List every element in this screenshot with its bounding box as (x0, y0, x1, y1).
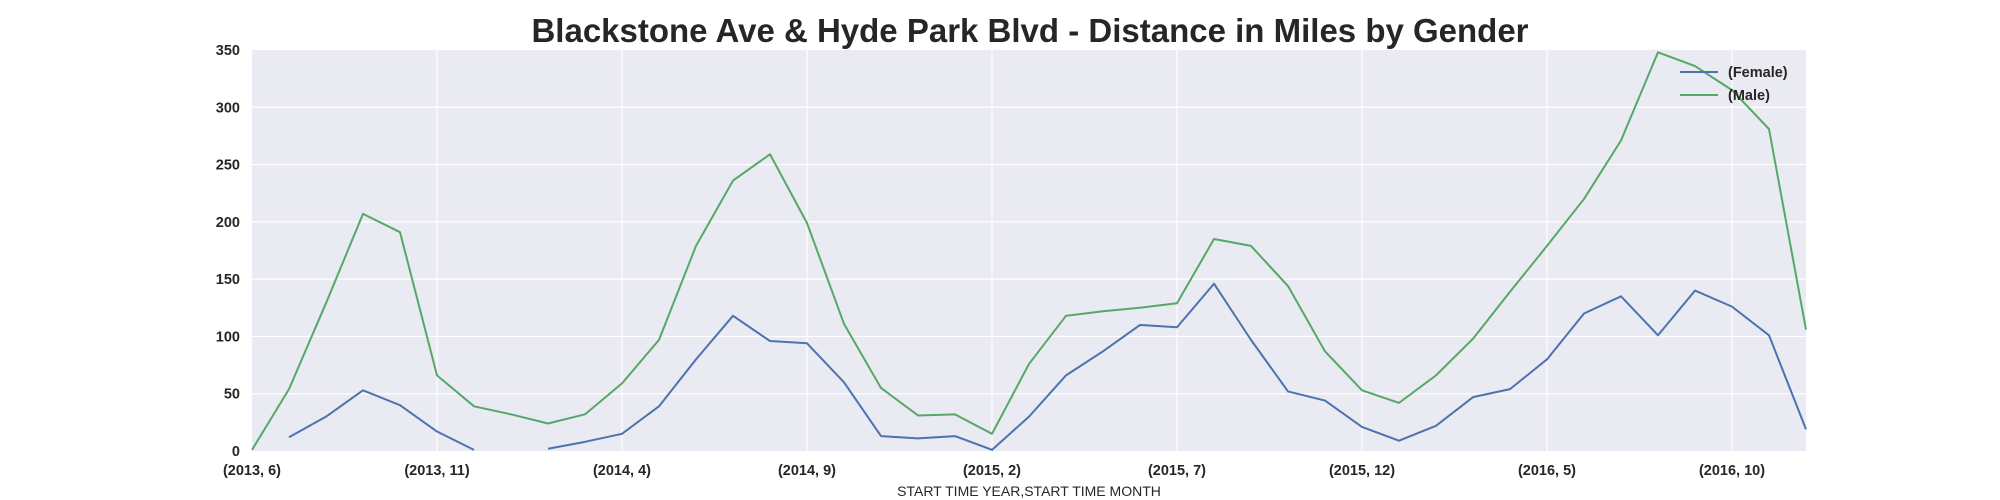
x-tick-label: (2014, 9) (778, 463, 836, 479)
legend-label: (Female) (1728, 65, 1788, 81)
grid-lines (252, 50, 1806, 451)
series-lines (251, 51, 1807, 451)
legend-label: (Male) (1728, 88, 1770, 104)
x-tick-label: (2016, 5) (1518, 463, 1576, 479)
x-axis-ticks: (2013, 6) (2013, 11) (2014, 4) (2014, 9) (20… (223, 463, 1765, 479)
y-tick-label: 200 (216, 215, 240, 231)
x-tick-label: (2014, 4) (593, 463, 651, 479)
y-tick-label: 100 (216, 329, 240, 345)
x-tick-label: (2016, 10) (1699, 463, 1765, 479)
y-tick-label: 250 (216, 158, 240, 174)
x-tick-label: (2013, 6) (223, 463, 281, 479)
x-tick-label: (2015, 12) (1329, 463, 1395, 479)
x-axis-label: START TIME YEAR,START TIME MONTH (897, 483, 1161, 499)
y-tick-label: 350 (216, 43, 240, 59)
x-tick-label: (2015, 2) (963, 463, 1021, 479)
y-tick-label: 0 (232, 444, 240, 460)
y-tick-label: 150 (216, 272, 240, 288)
chart-title: Blackstone Ave & Hyde Park Blvd - Distan… (531, 12, 1528, 49)
series-line-0 (288, 282, 1807, 451)
y-tick-label: 300 (216, 100, 240, 116)
plot-area (252, 50, 1806, 451)
series-line-1 (251, 51, 1807, 451)
y-axis-ticks: 0 50 100 150 200 250 300 350 (216, 43, 240, 460)
y-tick-label: 50 (224, 387, 240, 403)
x-tick-label: (2015, 7) (1148, 463, 1206, 479)
legend: (Female) (Male) (1680, 65, 1788, 104)
x-tick-label: (2013, 11) (404, 463, 469, 479)
